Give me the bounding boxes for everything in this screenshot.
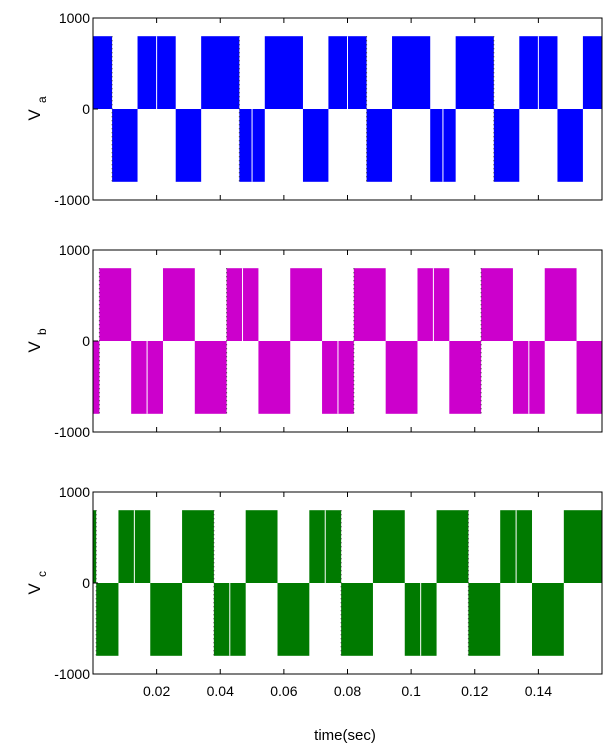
phase-a-pulse-block <box>93 36 113 110</box>
phase-b-pulse-block <box>353 268 386 341</box>
phase-b-ylabel-main: V <box>25 341 44 353</box>
phase-b-pulse-block <box>544 268 577 341</box>
phase-a-pulse-block <box>264 36 303 110</box>
phase-a-pulse-block <box>557 109 583 182</box>
phase-c-pulse-block <box>563 510 602 583</box>
phase-a-pulse-block <box>582 36 602 110</box>
phase-a-pulse-block <box>175 109 202 182</box>
phase-c-xtick-label: 0.04 <box>207 683 234 699</box>
phase-b-ytick-label: -1000 <box>54 424 90 440</box>
phase-c-xtick-label: 0.12 <box>461 683 488 699</box>
phase-b-pulse-block <box>449 341 482 414</box>
phase-b-pulse-block <box>290 268 323 341</box>
phase-b-pulse-block <box>258 341 291 414</box>
phase-a-panel: 1000 0 -1000 Va <box>25 10 603 208</box>
phase-b-pulse-block <box>385 341 418 414</box>
phase-c-pulse-block <box>150 583 183 656</box>
phase-c-xtick-label: 0.1 <box>401 683 421 699</box>
phase-c-xtick-label: 0.08 <box>334 683 361 699</box>
phase-a-ylabel: Va <box>25 96 49 121</box>
phase-c-ytick-label: 1000 <box>59 484 90 500</box>
phase-a-pulse-block <box>455 36 494 110</box>
phase-c-pulse-block <box>532 583 564 656</box>
phase-c-pulse-block <box>245 510 278 583</box>
phase-c-pulse-block <box>372 510 405 583</box>
phase-c-pulse-block <box>96 583 119 656</box>
phase-b-panel: 1000 0 -1000 Vb <box>25 242 603 440</box>
phase-a-ylabel-main: V <box>25 109 44 121</box>
phase-a-pulse-block <box>112 109 138 182</box>
phase-b-pulse-block <box>99 268 132 341</box>
phase-b-pulse-block <box>162 268 195 341</box>
phase-a-pulse-block <box>201 36 240 110</box>
phase-a-pulse-block <box>493 109 520 182</box>
phase-c-xtick-label: 0.02 <box>143 683 170 699</box>
phase-a-pulse-block <box>302 109 329 182</box>
phase-b-ytick-label: 0 <box>82 333 90 349</box>
phase-c-ylabel-main: V <box>25 583 44 595</box>
phase-c-pulse-block <box>341 583 373 656</box>
phase-b-pulse-block <box>93 341 100 414</box>
phase-c-panel: 1000 0 -1000 0.02 0.04 0.06 0.08 0.1 0.12 0.14 Vc <box>25 484 603 699</box>
phase-b-pulse-block <box>481 268 513 341</box>
phase-c-ylabel: Vc <box>25 571 49 595</box>
phase-c-pulse-block <box>468 583 501 656</box>
phase-a-pulse-block <box>392 36 431 110</box>
phase-c-pulse-block <box>93 510 97 583</box>
phase-c-ytick-label: -1000 <box>54 666 90 682</box>
phase-c-pulse-block <box>277 583 310 656</box>
phase-b-ylabel-sub: b <box>35 328 49 335</box>
phase-c-xtick-label: 0.06 <box>270 683 297 699</box>
phase-a-ytick-label: 0 <box>82 101 90 117</box>
phase-a-pulse-block <box>366 109 393 182</box>
phase-a-ytick-label: 1000 <box>59 10 90 26</box>
phase-a-ytick-label: -1000 <box>54 192 90 208</box>
phase-c-ytick-label: 0 <box>82 575 90 591</box>
phase-b-ylabel: Vb <box>25 328 49 353</box>
phase-b-pulse-block <box>194 341 227 414</box>
phase-c-pulse-block <box>182 510 214 583</box>
x-axis-label: time(sec) <box>314 727 376 744</box>
phase-b-ytick-label: 1000 <box>59 242 90 258</box>
phase-c-pulse-block <box>436 510 469 583</box>
phase-c-ylabel-sub: c <box>35 571 49 577</box>
phase-c-xtick-label: 0.14 <box>525 683 552 699</box>
phase-b-pulse-block <box>576 341 602 414</box>
phase-a-ylabel-sub: a <box>35 96 49 103</box>
